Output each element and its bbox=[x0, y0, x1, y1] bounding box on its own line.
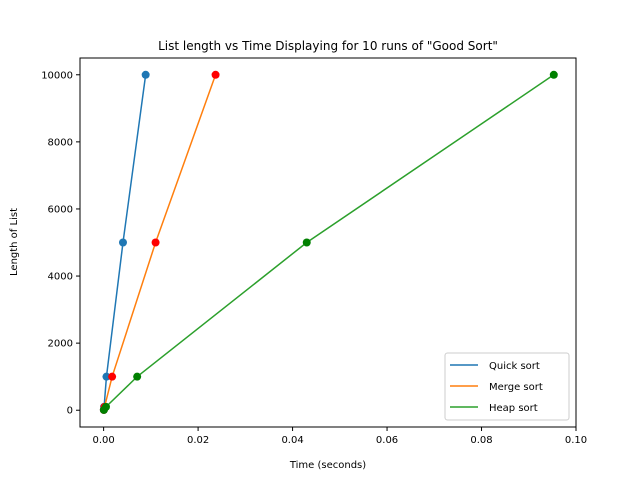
legend-item-heap-sort: Heap sort bbox=[450, 403, 538, 414]
data-point bbox=[151, 238, 160, 247]
legend-box bbox=[444, 352, 570, 421]
y-axis-title: Length of List bbox=[9, 208, 20, 276]
x-axis: 0.00 0.02 0.04 0.06 0.08 0.10 bbox=[92, 427, 587, 446]
y-tick-label: 2000 bbox=[48, 339, 73, 350]
legend-label: Merge sort bbox=[489, 382, 543, 393]
x-tick-label: 0.00 bbox=[92, 435, 114, 446]
legend-label: Quick sort bbox=[489, 361, 540, 372]
series-points-heap-sort bbox=[99, 70, 558, 414]
legend: Quick sort Merge sort Heap sort bbox=[444, 352, 570, 421]
plot-frame bbox=[79, 57, 577, 428]
x-axis-title: Time (seconds) bbox=[289, 460, 366, 471]
x-tick-label: 0.02 bbox=[187, 435, 209, 446]
data-point bbox=[133, 372, 142, 381]
y-tick-label: 10000 bbox=[41, 70, 73, 81]
legend-item-merge-sort: Merge sort bbox=[450, 382, 543, 393]
data-point bbox=[141, 70, 150, 79]
y-tick-label: 0 bbox=[67, 406, 73, 417]
x-tick-label: 0.06 bbox=[376, 435, 398, 446]
data-point bbox=[549, 70, 558, 79]
data-point bbox=[118, 238, 127, 247]
legend-item-quick-sort: Quick sort bbox=[450, 361, 540, 372]
y-tick-label: 4000 bbox=[48, 272, 73, 283]
y-tick-label: 8000 bbox=[48, 137, 73, 148]
y-axis: 0 2000 4000 6000 8000 10000 bbox=[41, 70, 80, 417]
chart-title: List length vs Time Displaying for 10 ru… bbox=[158, 39, 498, 53]
x-tick-label: 0.10 bbox=[565, 435, 587, 446]
data-point bbox=[102, 372, 111, 381]
x-tick-label: 0.04 bbox=[281, 435, 303, 446]
data-point bbox=[211, 70, 220, 79]
legend-label: Heap sort bbox=[489, 403, 538, 414]
data-point bbox=[108, 372, 117, 381]
plot-area bbox=[99, 70, 558, 414]
x-tick-label: 0.08 bbox=[470, 435, 492, 446]
y-tick-label: 6000 bbox=[48, 204, 73, 215]
data-point bbox=[101, 402, 110, 411]
data-point bbox=[302, 238, 311, 247]
